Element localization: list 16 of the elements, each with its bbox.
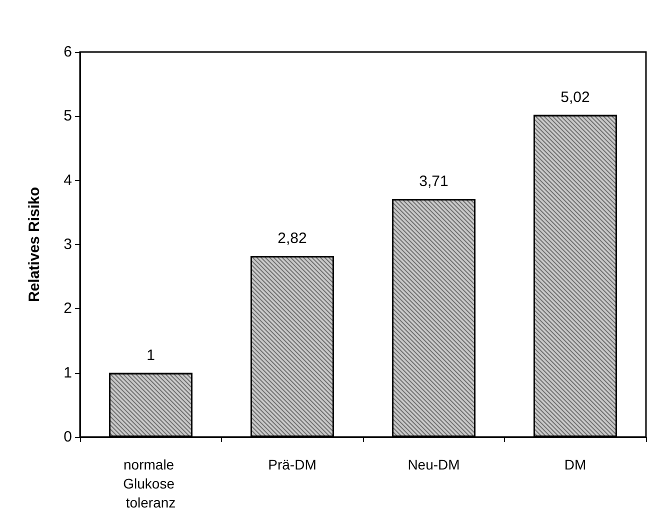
y-tick-label: 3 [64,236,72,253]
y-tick-label: 2 [64,300,72,318]
y-tick-label: 6 [64,44,72,60]
y-axis-title: Relatives Risiko [26,186,43,302]
x-tick-label: normale Glukose toleranz [123,456,178,510]
y-tick-label: 5 [64,108,72,125]
y-tick-label: 4 [64,172,72,189]
x-tick-label: DM [564,456,586,472]
data-label: 5,02 [560,88,590,106]
data-label: 2,82 [278,230,307,248]
data-label: 3,71 [419,172,448,190]
y-tick-label: 0 [64,428,72,446]
data-label: 1 [146,346,155,364]
y-tick-label: 1 [64,364,72,382]
x-tick-label: Neu-DM [408,456,460,472]
x-tick-label: Prä-DM [268,456,316,472]
